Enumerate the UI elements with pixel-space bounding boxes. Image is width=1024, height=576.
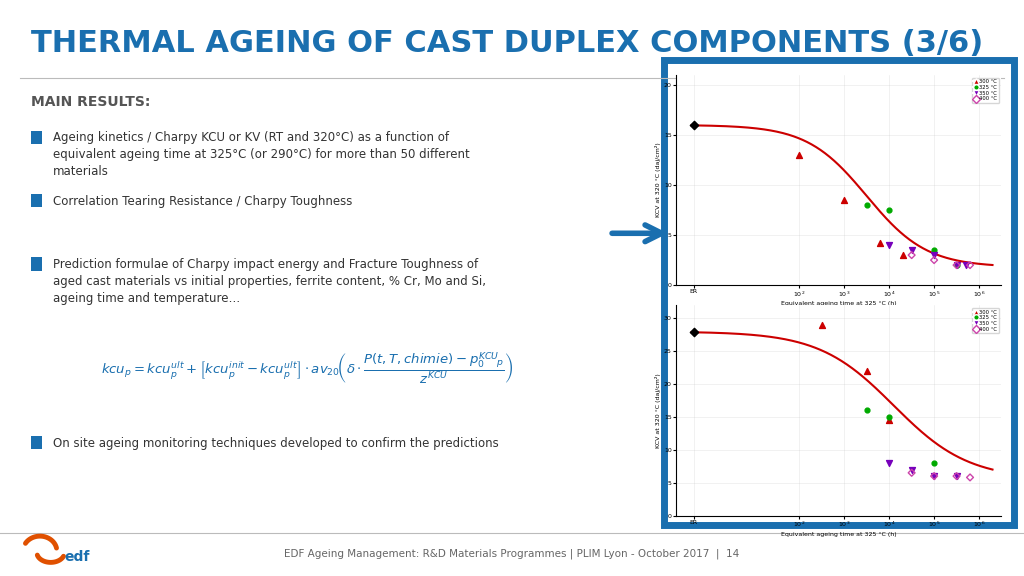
Point — [881, 206, 897, 215]
Text: $kcu_p = kcu_p^{ult} + \left[kcu_p^{init} - kcu_p^{ult}\right]\cdot av_{20}\!\le: $kcu_p = kcu_p^{ult} + \left[kcu_p^{init… — [101, 351, 513, 386]
Point — [926, 245, 942, 255]
Point — [903, 468, 920, 478]
Point — [903, 465, 920, 474]
Point — [858, 200, 874, 210]
Point — [836, 195, 852, 204]
X-axis label: Equivalent ageing time at 325 °C (h): Equivalent ageing time at 325 °C (h) — [781, 301, 896, 306]
X-axis label: Equivalent ageing time at 325 °C (h): Equivalent ageing time at 325 °C (h) — [781, 532, 896, 537]
Point — [926, 472, 942, 481]
Point — [957, 260, 974, 270]
Bar — [31, 131, 42, 144]
FancyArrowPatch shape — [612, 225, 662, 241]
Legend: 300 °C, 325 °C, 350 °C, 400 °C: 300 °C, 325 °C, 350 °C, 400 °C — [972, 308, 998, 334]
Point — [903, 245, 920, 255]
Point — [686, 120, 702, 130]
Text: EDF Ageing Management: R&D Materials Programmes | PLIM Lyon - October 2017  |  1: EDF Ageing Management: R&D Materials Pro… — [285, 549, 739, 559]
Bar — [31, 257, 42, 271]
Point — [881, 412, 897, 422]
Point — [872, 238, 889, 248]
Text: On site ageing monitoring techniques developed to confirm the predictions: On site ageing monitoring techniques dev… — [53, 437, 499, 450]
Point — [814, 320, 830, 329]
Bar — [31, 194, 42, 207]
Point — [948, 260, 965, 270]
Point — [948, 472, 965, 481]
Bar — [664, 60, 1014, 525]
Point — [926, 256, 942, 265]
Text: Prediction formulae of Charpy impact energy and Fracture Toughness of
aged cast : Prediction formulae of Charpy impact ene… — [53, 258, 486, 305]
Bar — [31, 436, 42, 449]
Point — [948, 472, 965, 481]
Point — [881, 416, 897, 425]
Point — [948, 260, 965, 270]
Text: THERMAL AGEING OF CAST DUPLEX COMPONENTS (3/6): THERMAL AGEING OF CAST DUPLEX COMPONENTS… — [31, 29, 983, 58]
Point — [792, 150, 808, 160]
Text: Correlation Tearing Resistance / Charpy Toughness: Correlation Tearing Resistance / Charpy … — [53, 195, 352, 208]
Point — [858, 366, 874, 376]
Point — [686, 327, 702, 336]
Text: MAIN RESULTS:: MAIN RESULTS: — [31, 95, 151, 109]
Point — [962, 260, 978, 270]
Text: Ageing kinetics / Charpy KCU or KV (RT and 320°C) as a function of
equivalent ag: Ageing kinetics / Charpy KCU or KV (RT a… — [53, 131, 470, 179]
Point — [881, 240, 897, 249]
Point — [881, 458, 897, 468]
Text: edf: edf — [65, 550, 90, 563]
Point — [926, 458, 942, 468]
Y-axis label: KCV at 320 °C (daj/cm²): KCV at 320 °C (daj/cm²) — [655, 373, 662, 448]
Legend: 300 °C, 325 °C, 350 °C, 400 °C: 300 °C, 325 °C, 350 °C, 400 °C — [972, 78, 998, 103]
Point — [903, 251, 920, 260]
Point — [858, 406, 874, 415]
Point — [948, 260, 965, 270]
Y-axis label: KCV at 320 °C (daj/cm²): KCV at 320 °C (daj/cm²) — [655, 143, 662, 217]
Point — [926, 251, 942, 260]
Point — [926, 472, 942, 481]
Point — [895, 251, 911, 260]
Point — [962, 473, 978, 482]
